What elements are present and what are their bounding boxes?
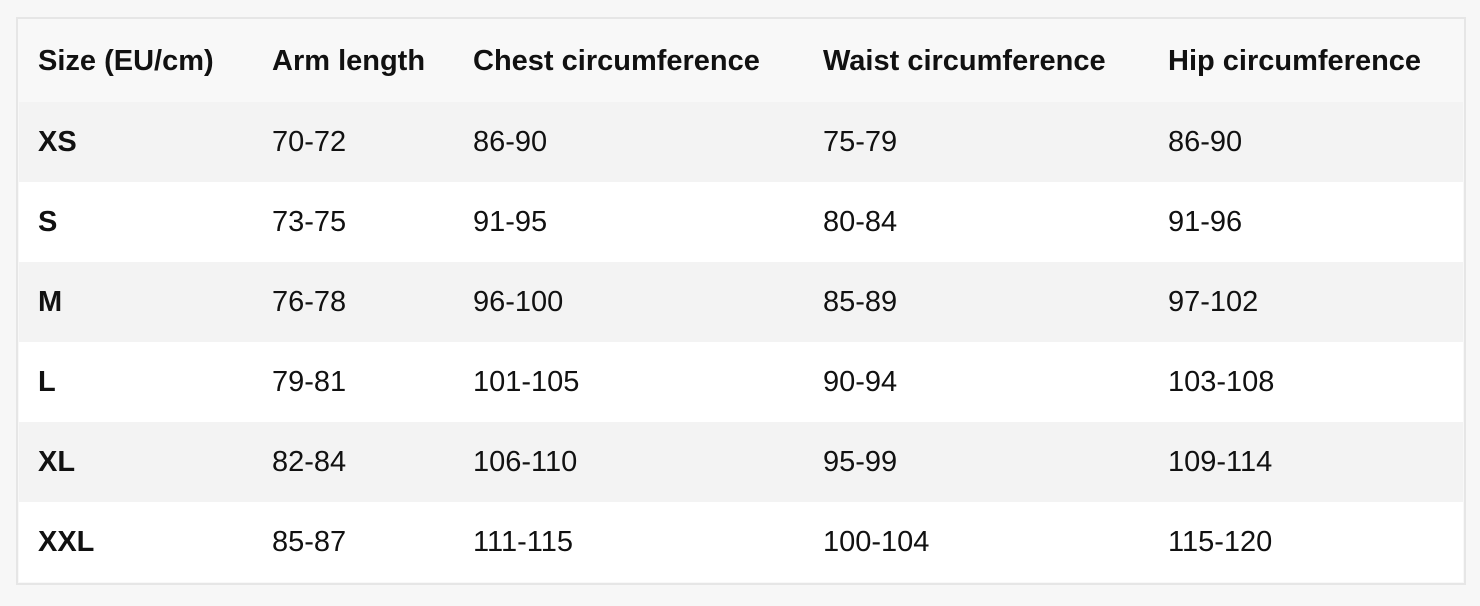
cell-hip: 103-108 (1168, 342, 1463, 422)
cell-hip: 109-114 (1168, 422, 1463, 502)
cell-arm-length: 82-84 (272, 422, 473, 502)
cell-size: L (19, 342, 272, 422)
cell-size: XXL (19, 502, 272, 582)
header-row: Size (EU/cm) Arm length Chest circumfere… (19, 20, 1463, 102)
cell-chest: 86-90 (473, 102, 823, 182)
header-hip: Hip circumference (1168, 20, 1463, 102)
table-row: XS 70-72 86-90 75-79 86-90 (19, 102, 1463, 182)
table-row: M 76-78 96-100 85-89 97-102 (19, 262, 1463, 342)
cell-size: XS (19, 102, 272, 182)
cell-waist: 75-79 (823, 102, 1168, 182)
cell-chest: 111-115 (473, 502, 823, 582)
cell-waist: 80-84 (823, 182, 1168, 262)
cell-chest: 91-95 (473, 182, 823, 262)
cell-waist: 95-99 (823, 422, 1168, 502)
cell-waist: 90-94 (823, 342, 1168, 422)
cell-arm-length: 85-87 (272, 502, 473, 582)
header-arm-length: Arm length (272, 20, 473, 102)
cell-chest: 106-110 (473, 422, 823, 502)
cell-chest: 96-100 (473, 262, 823, 342)
header-waist: Waist circumference (823, 20, 1168, 102)
cell-waist: 100-104 (823, 502, 1168, 582)
cell-size: S (19, 182, 272, 262)
cell-hip: 91-96 (1168, 182, 1463, 262)
cell-arm-length: 73-75 (272, 182, 473, 262)
table-row: XL 82-84 106-110 95-99 109-114 (19, 422, 1463, 502)
cell-hip: 115-120 (1168, 502, 1463, 582)
header-size: Size (EU/cm) (19, 20, 272, 102)
table-row: S 73-75 91-95 80-84 91-96 (19, 182, 1463, 262)
cell-chest: 101-105 (473, 342, 823, 422)
cell-hip: 86-90 (1168, 102, 1463, 182)
header-chest: Chest circumference (473, 20, 823, 102)
cell-size: M (19, 262, 272, 342)
cell-size: XL (19, 422, 272, 502)
size-chart-container: Size (EU/cm) Arm length Chest circumfere… (16, 17, 1466, 585)
cell-arm-length: 79-81 (272, 342, 473, 422)
table-row: L 79-81 101-105 90-94 103-108 (19, 342, 1463, 422)
cell-waist: 85-89 (823, 262, 1168, 342)
size-chart-table: Size (EU/cm) Arm length Chest circumfere… (19, 20, 1463, 582)
cell-arm-length: 70-72 (272, 102, 473, 182)
cell-hip: 97-102 (1168, 262, 1463, 342)
table-row: XXL 85-87 111-115 100-104 115-120 (19, 502, 1463, 582)
cell-arm-length: 76-78 (272, 262, 473, 342)
